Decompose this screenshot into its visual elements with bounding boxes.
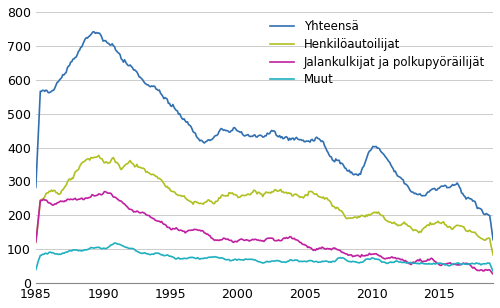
Yhteensä (33, 186, 39, 189)
Yhteensä (355, 174, 361, 177)
Muut (445, 264, 451, 267)
Muut (33, 268, 39, 272)
Henkilöautoilijat (490, 253, 496, 257)
Muut (288, 258, 294, 261)
Yhteensä (186, 124, 192, 127)
Yhteensä (288, 138, 294, 142)
Yhteensä (90, 30, 96, 34)
Jalankulkijat ja polkupyöräilijät (102, 190, 107, 193)
Jalankulkijat ja polkupyöräilijät (490, 272, 496, 276)
Muut (171, 256, 177, 259)
Jalankulkijat ja polkupyöräilijät (368, 253, 374, 256)
Legend: Yhteensä, Henkilöautoilijat, Jalankulkijat ja polkupyöräilijät, Muut: Yhteensä, Henkilöautoilijat, Jalankulkij… (266, 15, 490, 91)
Jalankulkijat ja polkupyöräilijät (186, 229, 192, 232)
Muut (355, 261, 361, 265)
Henkilöautoilijat (288, 192, 294, 195)
Jalankulkijat ja polkupyöräilijät (288, 235, 294, 239)
Henkilöautoilijat (96, 153, 102, 157)
Henkilöautoilijat (171, 190, 177, 193)
Muut (368, 256, 374, 260)
Henkilöautoilijat (186, 200, 192, 203)
Henkilöautoilijat (355, 215, 361, 218)
Yhteensä (368, 147, 374, 151)
Line: Yhteensä: Yhteensä (36, 32, 493, 240)
Henkilöautoilijat (368, 212, 374, 216)
Yhteensä (490, 238, 496, 241)
Jalankulkijat ja polkupyöräilijät (355, 253, 361, 257)
Henkilöautoilijat (445, 225, 451, 229)
Yhteensä (445, 186, 451, 189)
Jalankulkijat ja polkupyöräilijät (33, 240, 39, 244)
Muut (186, 256, 192, 259)
Muut (112, 241, 118, 245)
Yhteensä (171, 105, 177, 109)
Jalankulkijat ja polkupyöräilijät (171, 227, 177, 231)
Muut (490, 269, 496, 273)
Jalankulkijat ja polkupyöräilijät (445, 261, 451, 265)
Line: Jalankulkijat ja polkupyöräilijät: Jalankulkijat ja polkupyöräilijät (36, 192, 493, 274)
Henkilöautoilijat (33, 241, 39, 244)
Line: Henkilöautoilijat: Henkilöautoilijat (36, 155, 493, 255)
Line: Muut: Muut (36, 243, 493, 271)
